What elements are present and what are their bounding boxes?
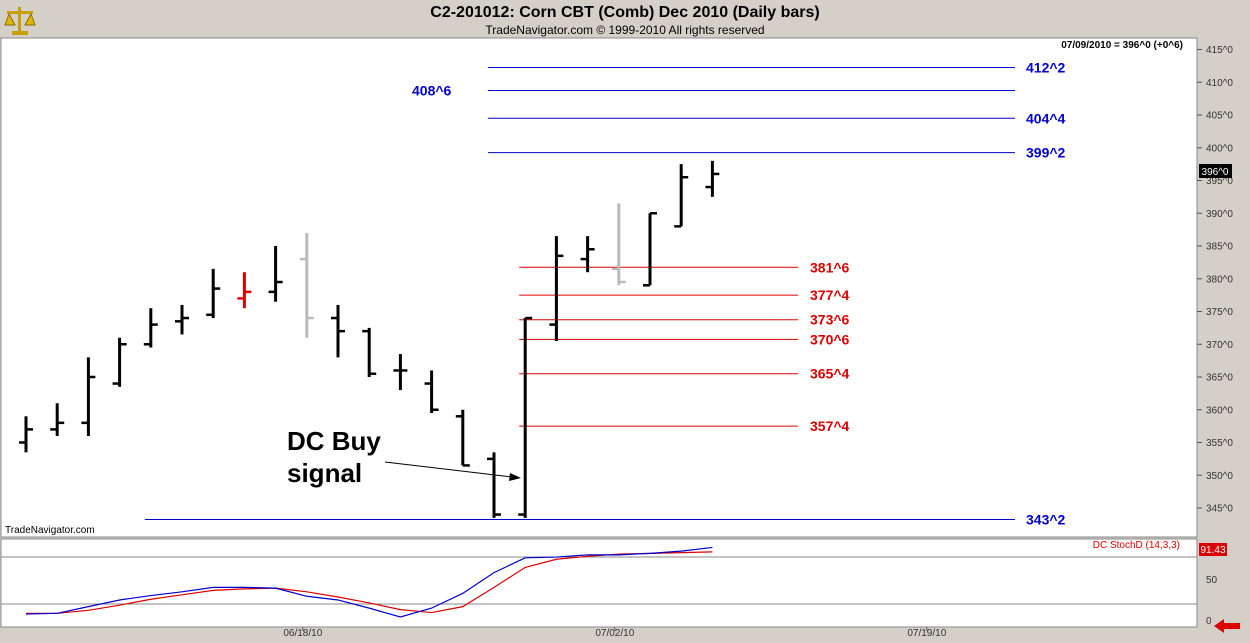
price-bar: [206, 268, 221, 319]
watermark: TradeNavigator.com: [5, 525, 95, 536]
price-axis-label: 375^0: [1206, 307, 1233, 318]
price-axis-label: 415^0: [1206, 45, 1233, 56]
indicator-ytick: 0: [1206, 616, 1212, 627]
price-axis-label: 350^0: [1206, 471, 1233, 482]
price-level-label: 381^6: [810, 259, 850, 275]
last-price-info: 07/09/2010 = 396^0 (+0^6): [1061, 40, 1183, 51]
price-axis-label: 365^0: [1206, 373, 1233, 384]
price-bar: [268, 246, 283, 302]
price-level-label: 399^2: [1026, 145, 1066, 161]
price-bar: [705, 160, 720, 197]
price-bar: [19, 416, 33, 453]
price-axis-label: 405^0: [1206, 111, 1233, 122]
price-bar: [487, 452, 501, 518]
last-price-tag-bg: [1199, 164, 1232, 178]
price-axis-label: 385^0: [1206, 242, 1233, 253]
indicator-value-tag-bg: [1199, 543, 1227, 556]
indicator-plot-area: [0, 538, 1198, 628]
price-bar: [81, 357, 96, 436]
price-level-label: 412^2: [1026, 60, 1066, 76]
price-level-label: 377^4: [810, 287, 850, 303]
stoch-red-line: [26, 551, 713, 614]
price-bar: [362, 327, 377, 377]
main-plot-area: [0, 37, 1198, 538]
price-axis-label: 360^0: [1206, 405, 1233, 416]
date-axis-label: 07/19/10: [907, 628, 946, 639]
price-bar: [424, 370, 439, 414]
indicator-value-tag: 91.43: [1200, 545, 1225, 556]
price-axis-label: 380^0: [1206, 274, 1233, 285]
price-level-label: 404^4: [1026, 110, 1066, 126]
price-bar: [674, 164, 689, 228]
scales-logo-icon: [4, 7, 36, 35]
price-level-label: 408^6: [412, 82, 452, 98]
price-level-label: 357^4: [810, 418, 850, 434]
price-bar: [549, 236, 564, 341]
price-bar: [112, 337, 127, 387]
annotation-line-1: DC Buy: [287, 426, 381, 456]
price-bar: [393, 354, 408, 391]
price-axis-label: 370^0: [1206, 340, 1233, 351]
price-bar: [237, 272, 252, 309]
annotation-line-2: signal: [287, 458, 362, 488]
price-bar: [455, 409, 470, 467]
price-bar: [50, 403, 65, 436]
price-level-label: 373^6: [810, 312, 850, 328]
price-bar: [580, 236, 595, 273]
scroll-left-arrow-icon[interactable]: [1211, 617, 1243, 635]
annotation-arrow-head-icon: [509, 473, 521, 481]
date-axis-label: 06/18/10: [283, 628, 322, 639]
price-bar: [143, 308, 158, 348]
chart-subtitle: TradeNavigator.com © 1999-2010 All right…: [485, 23, 765, 37]
price-axis-label: 355^0: [1206, 438, 1233, 449]
price-bars: [19, 160, 720, 518]
price-bar: [331, 304, 345, 358]
date-axis: 06/18/10 07/02/10 07/19/10: [283, 627, 947, 639]
chart-title: C2-201012: Corn CBT (Comb) Dec 2010 (Dai…: [430, 4, 820, 21]
stochastic-indicator: [25, 546, 713, 618]
price-levels: 412^2 408^6 404^4 399^2 381^6 377^4 373^6 370^6…: [144, 60, 1066, 527]
price-axis-label: 345^0: [1206, 504, 1233, 515]
price-bar: [299, 232, 314, 338]
price-axis: 345^0 350^0 355^0 360^0 365^0 370^0 375^0 380^0…: [1197, 45, 1233, 515]
price-axis-label: 395^0: [1206, 176, 1233, 187]
price-bar: [611, 203, 626, 286]
price-bar: [643, 212, 657, 287]
indicator-label: DC StochD (14,3,3): [1093, 540, 1180, 551]
price-level-label: 365^4: [810, 366, 850, 382]
price-axis-label: 410^0: [1206, 78, 1233, 89]
last-price-tag: 396^0: [1202, 167, 1229, 178]
annotation-arrow-line: [384, 461, 513, 478]
price-bar: [518, 316, 533, 518]
stoch-blue-line: [25, 546, 713, 618]
price-level-label: 343^2: [1026, 511, 1066, 527]
price-axis-label: 400^0: [1206, 143, 1233, 154]
price-bar: [175, 304, 189, 335]
price-axis-label: 390^0: [1206, 209, 1233, 220]
price-level-label: 370^6: [810, 331, 850, 347]
indicator-ytick: 50: [1206, 575, 1218, 586]
date-axis-label: 07/02/10: [595, 628, 634, 639]
